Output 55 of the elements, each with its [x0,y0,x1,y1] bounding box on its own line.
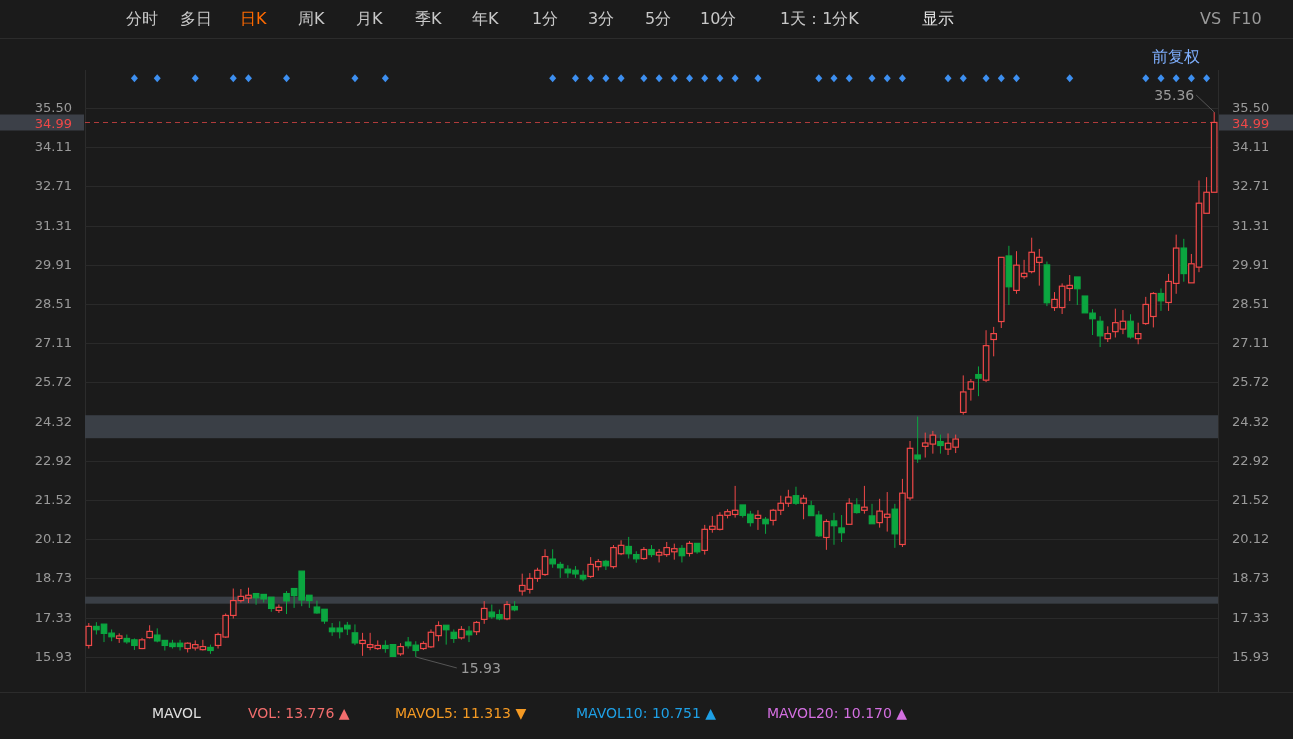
y-tick-label: 27.11 [34,335,72,351]
y2-tick-label: 34.11 [1232,139,1270,155]
y2-tick-label: 18.73 [1232,570,1270,586]
text: 10分 [700,9,737,28]
ref-line-label: 34.99 [34,115,72,131]
y2-tick-label: 25.72 [1232,374,1270,390]
y-tick-label: 15.93 [34,648,72,664]
text: 34.99 [1232,115,1270,131]
y-tick-label: 28.51 [34,296,72,312]
y-tick-label: 29.91 [34,256,72,272]
y-tick-label: 35.50 [34,100,72,116]
y-tick-label: 31.31 [34,217,72,233]
y-tick-label: 22.92 [34,452,72,468]
annotation: 15.93 [460,659,501,676]
y2-tick-label: 29.91 [1232,256,1270,272]
y-tick-label: 25.72 [34,374,72,390]
y2-tick-label: 24.32 [1232,413,1270,429]
y-tick-label: 18.73 [34,570,72,586]
y-tick-label: 20.12 [34,531,72,547]
text: 3分 [588,9,615,28]
text: 日K [240,9,267,28]
y2-tick-label: 32.71 [1232,178,1270,194]
y-tick-label: 32.71 [34,178,72,194]
y-tick-label: 21.52 [34,492,72,508]
text: 分时 [126,9,158,28]
text: MAVOL20: 10.170 ▲ [767,705,908,721]
text: MAVOL [152,705,202,721]
text: F10 [1232,9,1262,28]
y-tick-label: 17.33 [34,609,72,625]
text: 周K [298,9,325,28]
text: 5分 [645,9,672,28]
text: MAVOL10: 10.751 ▲ [576,705,717,721]
y2-tick-label: 20.12 [1232,531,1270,547]
y2-tick-label: 28.51 [1232,296,1270,312]
text: 前复权 [1152,47,1200,66]
y2-tick-label: 31.31 [1232,217,1270,233]
y2-tick-label: 21.52 [1232,492,1270,508]
y2-tick-label: 22.92 [1232,452,1270,468]
text: 月K [356,9,383,28]
text: 季K [415,9,442,28]
annotation: 35.36 [1154,87,1195,104]
text: VS [1200,9,1222,28]
text: 1天：1分K [780,9,860,28]
text: VOL: 13.776 ▲ [248,705,350,721]
y2-tick-label: 17.33 [1232,609,1270,625]
text: MAVOL5: 11.313 ▼ [395,705,527,721]
text: 1分 [532,9,559,28]
text: 显示 [922,9,954,28]
y-tick-label: 24.32 [34,413,72,429]
y2-tick-label: 27.11 [1232,335,1270,351]
y-tick-label: 34.11 [34,139,72,155]
text: 多日 [180,9,212,28]
text: 年K [472,9,499,28]
y2-tick-label: 35.50 [1232,100,1270,116]
y2-tick-label: 15.93 [1232,648,1270,664]
